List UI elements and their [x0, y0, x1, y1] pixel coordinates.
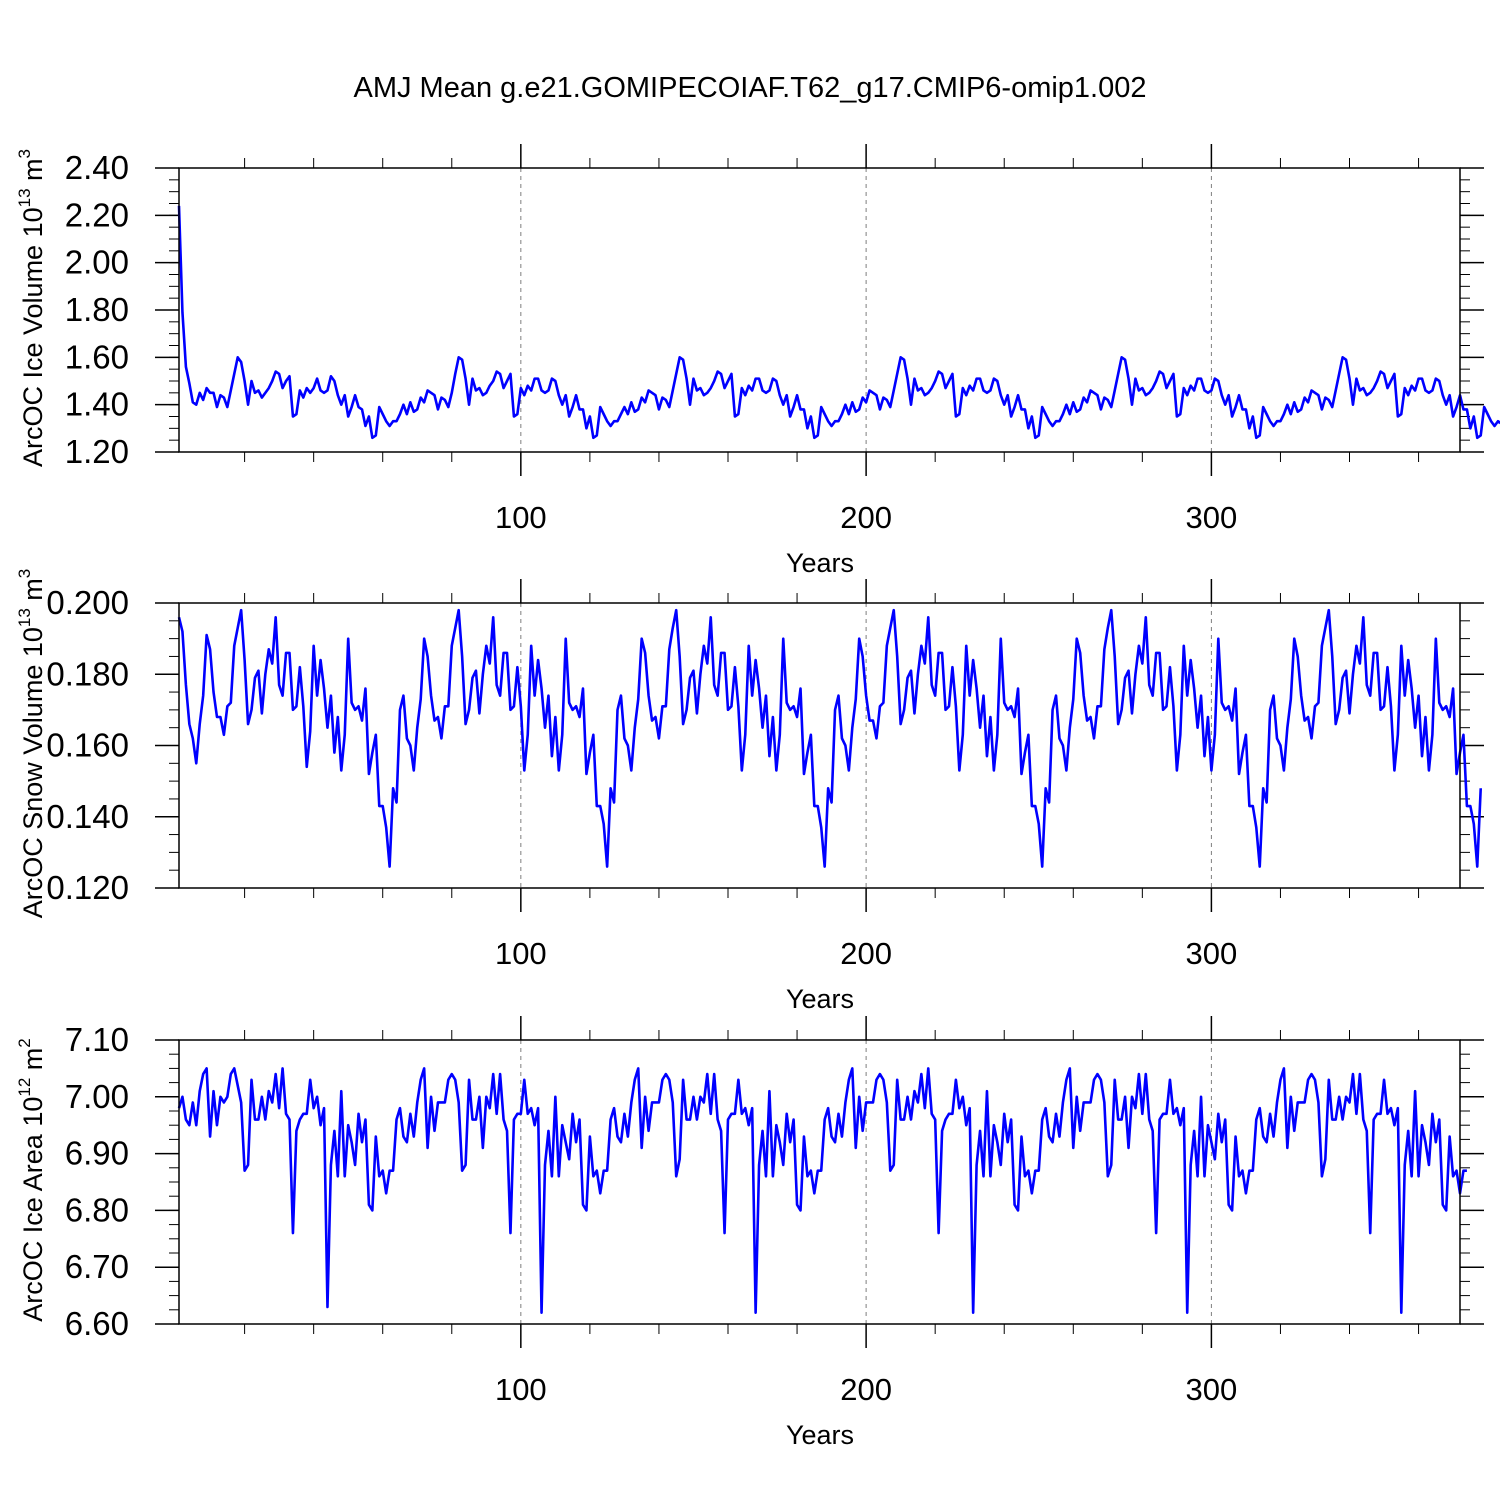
ice-area-y-tick-label: 7.10	[65, 1021, 129, 1058]
ice-volume-x-tick-label: 200	[840, 500, 892, 535]
snow-volume-plot-frame	[178, 602, 1461, 889]
snow-volume-y-tick-label: 0.200	[46, 584, 129, 621]
ice-area-x-axis-label: Years	[786, 1420, 854, 1450]
ice-area-y-axis-label: ArcOC Ice Area 1012 m2	[15, 1038, 48, 1322]
ice-area-y-tick-label: 6.70	[65, 1248, 129, 1285]
ice-area-plot-frame	[178, 1039, 1461, 1325]
snow-volume-y-axis-label: ArcOC Snow Volume 1013 m3	[15, 569, 48, 919]
ice-volume-y-tick-label: 1.40	[65, 386, 129, 423]
snow-volume-series-line	[177, 608, 1483, 868]
snow-volume-y-tick-label: 0.180	[46, 655, 129, 692]
ice-area-x-tick-label: 100	[495, 1372, 547, 1407]
ice-volume-plot-frame	[178, 167, 1461, 453]
ice-volume-x-axis-label: Years	[786, 548, 854, 578]
figure-title: AMJ Mean g.e21.GOMIPECOIAF.T62_g17.CMIP6…	[353, 72, 1147, 104]
ice-area-x-tick-label: 200	[840, 1372, 892, 1407]
snow-volume-x-axis-label: Years	[786, 984, 854, 1014]
ice-volume-y-tick-label: 1.20	[65, 433, 129, 470]
ice-area-y-tick-label: 7.00	[65, 1078, 129, 1115]
ice-volume-x-tick-label: 100	[495, 500, 547, 535]
snow-volume-y-tick-label: 0.140	[46, 798, 129, 835]
ice-volume-series-line	[177, 205, 1500, 440]
ice-area-y-tick-label: 6.80	[65, 1191, 129, 1228]
snow-volume-x-tick-label: 200	[840, 936, 892, 971]
ice-area-x-tick-label: 300	[1186, 1372, 1238, 1407]
ice-volume-y-tick-label: 2.40	[65, 149, 129, 186]
ice-volume-y-tick-label: 1.60	[65, 338, 129, 375]
snow-volume-x-tick-label: 100	[495, 936, 547, 971]
ice-volume-y-tick-label: 2.20	[65, 196, 129, 233]
ice-area-series-line	[177, 1067, 1467, 1314]
ice-volume-y-tick-label: 1.80	[65, 291, 129, 328]
ice-volume-y-tick-label: 2.00	[65, 244, 129, 281]
snow-volume-x-tick-label: 300	[1186, 936, 1238, 971]
snow-volume-y-tick-label: 0.120	[46, 869, 129, 906]
ice-area-y-tick-label: 6.90	[65, 1135, 129, 1172]
snow-volume-y-tick-label: 0.160	[46, 727, 129, 764]
ice-volume-y-axis-label: ArcOC Ice Volume 1013 m3	[15, 149, 48, 467]
ice-area-y-tick-label: 6.60	[65, 1305, 129, 1342]
ice-volume-x-tick-label: 300	[1186, 500, 1238, 535]
